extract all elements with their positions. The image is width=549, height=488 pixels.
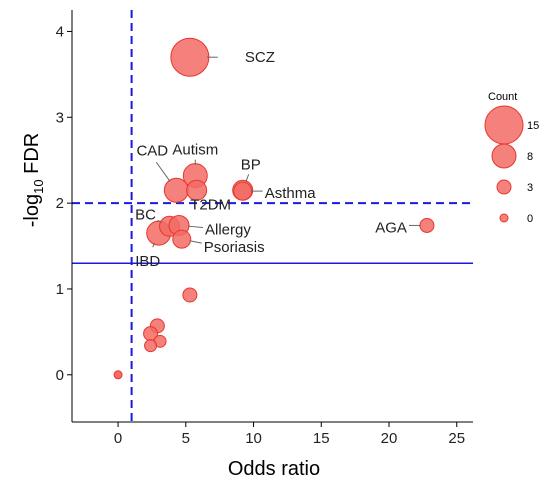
legend-swatch	[496, 179, 512, 195]
label-leader-line	[155, 161, 171, 182]
data-point	[172, 229, 192, 249]
legend-swatch	[499, 213, 509, 223]
data-point	[144, 339, 158, 353]
x-tick-label: 10	[245, 430, 262, 447]
label-leader-line	[187, 225, 204, 228]
x-tick-label: 5	[182, 430, 190, 447]
point-label-scz: SCZ	[245, 49, 275, 66]
y-axis-title-subscript: 10	[31, 179, 46, 193]
y-tick-label: 1	[56, 281, 64, 298]
y-tick-label: 3	[56, 109, 64, 126]
label-leader-line	[203, 195, 205, 197]
point-label-psoriasis: Psoriasis	[204, 239, 265, 256]
x-tick-label: 15	[313, 430, 330, 447]
point-label-asthma: Asthma	[265, 185, 317, 202]
y-tick-label: 2	[56, 195, 64, 212]
label-leader-line	[245, 174, 250, 182]
point-label-bp: BP	[241, 156, 261, 173]
y-axis-title-suffix: FDR	[21, 133, 43, 180]
y-axis-title: -log10 FDR	[21, 133, 46, 228]
y-tick-label: 4	[56, 23, 64, 40]
label-leader-line	[152, 242, 155, 248]
x-axis-title: Odds ratio	[228, 458, 320, 480]
legend-label: 0	[527, 213, 533, 225]
data-point	[182, 287, 198, 303]
data-point	[419, 217, 435, 233]
point-label-autism: Autism	[172, 142, 218, 159]
data-point	[186, 179, 208, 201]
legend: Count 15 8 3 0	[484, 91, 539, 225]
y-tick-label: 0	[56, 367, 64, 384]
point-label-bc: BC	[135, 206, 156, 223]
data-point	[163, 177, 189, 203]
label-leader-line	[189, 240, 202, 244]
label-leader-line	[157, 219, 162, 223]
x-tick-label: 25	[448, 430, 465, 447]
legend-label: 3	[527, 182, 533, 194]
x-tick-label: 20	[381, 430, 398, 447]
point-label-cad: CAD	[136, 142, 168, 159]
svg-text:-log10 FDR: -log10 FDR	[21, 133, 46, 228]
axes: 0 5 10 15 20 25 0 1 2 3 4	[56, 10, 473, 447]
point-label-aga: AGA	[375, 219, 407, 236]
legend-swatch	[491, 143, 517, 169]
reference-lines	[72, 10, 473, 422]
legend-label: 15	[527, 120, 539, 132]
y-axis-title-prefix: -log	[21, 194, 43, 227]
legend-label: 8	[527, 151, 533, 163]
point-label-allergy: Allergy	[205, 221, 251, 238]
data-points	[113, 37, 435, 380]
point-label-ibd: IBD	[135, 253, 160, 270]
data-point	[233, 181, 253, 201]
point-label-t2dm: T2DM	[190, 196, 231, 213]
data-point	[170, 37, 210, 77]
x-tick-label: 0	[114, 430, 122, 447]
legend-swatch	[484, 105, 524, 145]
data-point	[113, 370, 123, 380]
legend-title: Count	[488, 91, 517, 103]
